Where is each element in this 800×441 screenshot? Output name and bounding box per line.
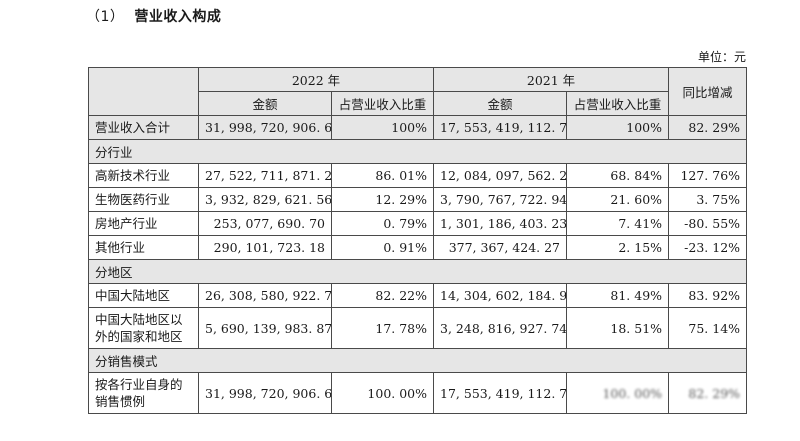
- amount-2021: 14, 304, 602, 184. 97: [433, 283, 568, 308]
- amount-2022: 5, 690, 139, 983. 87: [198, 307, 332, 349]
- header-row-years: 2022 年 2021 年 同比增减: [88, 67, 748, 116]
- header-amount-2022: 金额: [198, 91, 332, 116]
- section-label: 分地区: [87, 259, 748, 284]
- section-heading: （1） 营业收入构成: [86, 6, 221, 26]
- table-row: 按各行业自身的销售惯例 31, 998, 720, 906. 66 100. 0…: [88, 372, 748, 414]
- header-share-2022: 占营业收入比重: [330, 91, 435, 116]
- amount-2022: 31, 998, 720, 906. 66: [198, 372, 332, 414]
- amount-2021: 17, 553, 419, 112. 71: [433, 115, 568, 140]
- yoy-change: 127. 76%: [668, 163, 748, 188]
- row-label: 中国大陆地区: [88, 283, 199, 308]
- amount-2021: 3, 790, 767, 722. 94: [433, 187, 568, 212]
- share-2021: 7. 41%: [566, 211, 670, 236]
- share-2021: 81. 49%: [566, 283, 670, 308]
- header-amount-2021: 金额: [433, 91, 568, 116]
- amount-2022: 290, 101, 723. 18: [198, 235, 332, 260]
- table-row: 其他行业 290, 101, 723. 18 0. 91% 377, 367, …: [88, 235, 748, 260]
- yoy-change: 82. 29%: [668, 115, 748, 140]
- amount-2021: 1, 301, 186, 403. 23: [433, 211, 568, 236]
- amount-2021: 377, 367, 424. 27: [433, 235, 568, 260]
- row-label: 生物医药行业: [88, 187, 199, 212]
- amount-2021: 12, 084, 097, 562. 27: [433, 163, 568, 188]
- share-2021: 21. 60%: [566, 187, 670, 212]
- table-row: 生物医药行业 3, 932, 829, 621. 56 12. 29% 3, 7…: [88, 187, 748, 212]
- heading-number: （1）: [86, 9, 125, 25]
- header-row-columns: 金额 占营业收入比重 金额 占营业收入比重: [89, 91, 747, 116]
- table-row: 中国大陆地区 26, 308, 580, 922. 79 82. 22% 14,…: [88, 283, 748, 308]
- table-row: 房地产行业 253, 077, 690. 70 0. 79% 1, 301, 1…: [88, 211, 748, 236]
- row-label: 按各行业自身的销售惯例: [88, 372, 199, 414]
- share-2021: 100. 00%: [566, 372, 670, 414]
- row-label: 房地产行业: [88, 211, 199, 236]
- share-2022: 100. 00%: [330, 372, 435, 414]
- amount-2022: 27, 522, 711, 871. 22: [198, 163, 332, 188]
- amount-2021: 17, 553, 419, 112. 71: [433, 372, 568, 414]
- table-row-total: 营业收入合计 31, 998, 720, 906. 66 100% 17, 55…: [88, 115, 748, 140]
- share-2021: 2. 15%: [566, 235, 670, 260]
- row-label: 其他行业: [88, 235, 199, 260]
- amount-2021: 3, 248, 816, 927. 74: [433, 307, 568, 349]
- share-2022: 17. 78%: [330, 307, 435, 349]
- share-2022: 100%: [330, 115, 435, 140]
- yoy-change: 82. 29%: [668, 372, 748, 414]
- header-share-2021: 占营业收入比重: [566, 91, 670, 116]
- yoy-change: 75. 14%: [668, 307, 748, 349]
- section-row-region: 分地区: [87, 259, 748, 284]
- row-label: 高新技术行业: [88, 163, 199, 188]
- amount-2022: 3, 932, 829, 621. 56: [198, 187, 332, 212]
- share-2021: 18. 51%: [566, 307, 670, 349]
- yoy-change: -23. 12%: [668, 235, 748, 260]
- table-row: 中国大陆地区以外的国家和地区 5, 690, 139, 983. 87 17. …: [88, 307, 748, 349]
- revenue-composition-table: 2022 年 2021 年 同比增减 金额 占营业收入比重 金额 占营业收入比重…: [87, 67, 748, 414]
- share-2021: 68. 84%: [566, 163, 670, 188]
- yoy-change: -80. 55%: [668, 211, 748, 236]
- share-2022: 0. 91%: [330, 235, 435, 260]
- header-change: 同比增减: [668, 67, 748, 116]
- row-label: 中国大陆地区以外的国家和地区: [88, 307, 199, 349]
- unit-label: 单位：元: [697, 50, 746, 64]
- share-2022: 86. 01%: [330, 163, 435, 188]
- header-2022: 2022 年: [197, 67, 435, 92]
- table-row: 高新技术行业 27, 522, 711, 871. 22 86. 01% 12,…: [88, 163, 748, 188]
- yoy-change: 3. 75%: [668, 187, 748, 212]
- share-2022: 82. 22%: [330, 283, 435, 308]
- section-label: 分行业: [87, 139, 748, 164]
- amount-2022: 253, 077, 690. 70: [198, 211, 332, 236]
- share-2021: 100%: [566, 115, 670, 140]
- heading-title: 营业收入构成: [134, 9, 222, 25]
- header-blank: [88, 67, 199, 116]
- share-2022: 12. 29%: [330, 187, 435, 212]
- section-row-sales: 分销售模式: [87, 348, 748, 373]
- section-row-industry: 分行业: [87, 139, 748, 164]
- header-2021: 2021 年: [433, 67, 670, 92]
- section-label: 分销售模式: [87, 348, 748, 373]
- share-2022: 0. 79%: [330, 211, 435, 236]
- amount-2022: 26, 308, 580, 922. 79: [198, 283, 332, 308]
- yoy-change: 83. 92%: [668, 283, 748, 308]
- amount-2022: 31, 998, 720, 906. 66: [198, 115, 332, 140]
- row-label: 营业收入合计: [88, 115, 199, 140]
